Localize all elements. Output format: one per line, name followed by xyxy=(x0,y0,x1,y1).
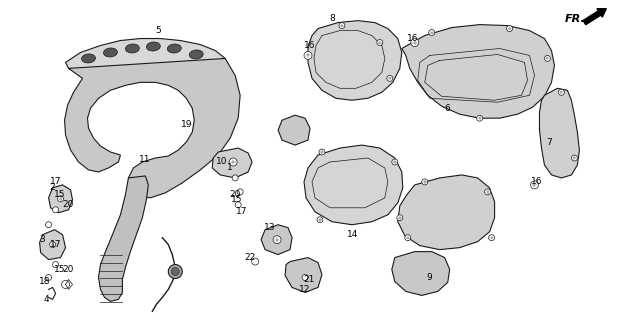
Text: 22: 22 xyxy=(245,253,256,262)
Polygon shape xyxy=(392,252,450,295)
Circle shape xyxy=(237,189,243,195)
Circle shape xyxy=(252,258,258,265)
Circle shape xyxy=(45,222,52,228)
Text: 16: 16 xyxy=(407,34,419,43)
Text: 14: 14 xyxy=(347,230,358,239)
Text: 1: 1 xyxy=(227,164,233,172)
Text: 17: 17 xyxy=(50,240,61,249)
Text: 12: 12 xyxy=(299,285,310,294)
Circle shape xyxy=(50,242,55,248)
Circle shape xyxy=(387,76,393,81)
Polygon shape xyxy=(278,115,310,145)
Polygon shape xyxy=(212,148,252,178)
Circle shape xyxy=(61,280,70,288)
Circle shape xyxy=(339,23,345,28)
Polygon shape xyxy=(40,230,66,260)
Circle shape xyxy=(53,207,58,213)
Polygon shape xyxy=(66,38,225,76)
Circle shape xyxy=(304,52,312,60)
Circle shape xyxy=(53,261,58,268)
Text: 17: 17 xyxy=(237,207,248,216)
Circle shape xyxy=(319,149,325,155)
Ellipse shape xyxy=(125,44,139,53)
Circle shape xyxy=(507,26,512,32)
Text: 15: 15 xyxy=(232,195,243,204)
Text: 18: 18 xyxy=(39,277,50,286)
Circle shape xyxy=(273,236,281,244)
Circle shape xyxy=(171,268,179,276)
Circle shape xyxy=(168,265,183,278)
Circle shape xyxy=(302,275,308,280)
Text: 20: 20 xyxy=(230,190,241,199)
Polygon shape xyxy=(398,175,494,250)
Text: 8: 8 xyxy=(329,14,335,23)
Circle shape xyxy=(558,89,564,95)
Text: 20: 20 xyxy=(63,200,75,209)
Text: 21: 21 xyxy=(303,275,315,284)
Circle shape xyxy=(545,55,550,61)
Text: 16: 16 xyxy=(531,177,542,187)
FancyArrow shape xyxy=(583,9,606,25)
Text: 9: 9 xyxy=(427,273,433,282)
Circle shape xyxy=(477,115,483,121)
Circle shape xyxy=(571,155,578,161)
Text: 16: 16 xyxy=(304,41,315,50)
Circle shape xyxy=(422,179,428,185)
Circle shape xyxy=(484,189,491,195)
Polygon shape xyxy=(99,176,148,301)
Ellipse shape xyxy=(167,44,181,53)
Text: 15: 15 xyxy=(54,190,65,199)
Text: 13: 13 xyxy=(265,223,276,232)
Text: 10: 10 xyxy=(217,157,228,166)
Text: 20: 20 xyxy=(63,265,75,274)
Circle shape xyxy=(410,38,419,46)
Text: 7: 7 xyxy=(546,138,552,147)
Ellipse shape xyxy=(81,54,96,63)
Circle shape xyxy=(530,181,538,189)
Text: 11: 11 xyxy=(138,156,150,164)
Text: 15: 15 xyxy=(54,265,65,274)
Circle shape xyxy=(45,275,52,280)
Circle shape xyxy=(317,217,323,223)
Text: 3: 3 xyxy=(40,235,45,244)
Text: 2: 2 xyxy=(50,183,55,192)
Circle shape xyxy=(397,215,403,221)
Polygon shape xyxy=(402,25,555,118)
Polygon shape xyxy=(304,145,403,225)
Text: 17: 17 xyxy=(50,177,61,187)
Text: 5: 5 xyxy=(155,26,161,35)
Circle shape xyxy=(232,175,238,181)
Circle shape xyxy=(392,159,398,165)
Polygon shape xyxy=(540,88,579,178)
Circle shape xyxy=(235,202,241,208)
Circle shape xyxy=(489,235,494,241)
Text: 19: 19 xyxy=(181,120,192,129)
Polygon shape xyxy=(285,258,322,292)
Ellipse shape xyxy=(189,50,203,59)
Polygon shape xyxy=(261,225,292,255)
Ellipse shape xyxy=(104,48,117,57)
Circle shape xyxy=(428,29,435,36)
Text: FR.: FR. xyxy=(564,14,585,24)
Circle shape xyxy=(58,196,63,202)
Circle shape xyxy=(229,158,237,166)
Text: 6: 6 xyxy=(445,104,451,113)
Polygon shape xyxy=(48,185,73,213)
Text: 4: 4 xyxy=(43,295,50,304)
Circle shape xyxy=(405,235,410,241)
Circle shape xyxy=(377,40,383,45)
Ellipse shape xyxy=(147,42,160,51)
Polygon shape xyxy=(308,20,402,100)
Polygon shape xyxy=(65,59,240,198)
